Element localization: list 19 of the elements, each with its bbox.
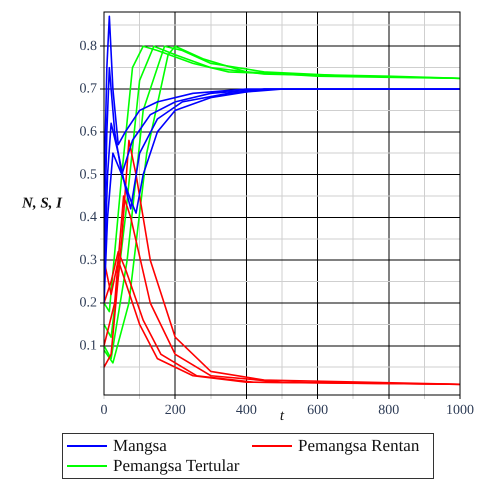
legend-label: Pemangsa Tertular	[113, 456, 240, 476]
y-tick-label: 0.3	[80, 252, 97, 268]
y-tick-label: 0.5	[80, 167, 97, 182]
y-tick-label: 0.8	[80, 38, 97, 54]
legend-label: Pemangsa Rentan	[298, 436, 420, 456]
y-tick-label: 0.6	[80, 124, 97, 140]
legend-label: Mangsa	[113, 436, 167, 456]
y-axis-title: N, S, I	[21, 195, 64, 212]
x-tick-label: 400	[236, 403, 257, 418]
x-tick-label: 200	[164, 403, 186, 418]
x-axis-title: t	[280, 408, 285, 424]
y-tick-label: 0.1	[80, 338, 97, 354]
x-tick-label: 0	[100, 403, 108, 418]
x-tick-label: 600	[307, 403, 328, 418]
x-tick-label: 800	[378, 403, 400, 418]
x-tick-label: 1000	[446, 403, 474, 418]
y-tick-label: 0.2	[80, 296, 97, 311]
y-tick-label: 0.4	[80, 210, 97, 226]
y-tick-label: 0.7	[80, 82, 97, 97]
